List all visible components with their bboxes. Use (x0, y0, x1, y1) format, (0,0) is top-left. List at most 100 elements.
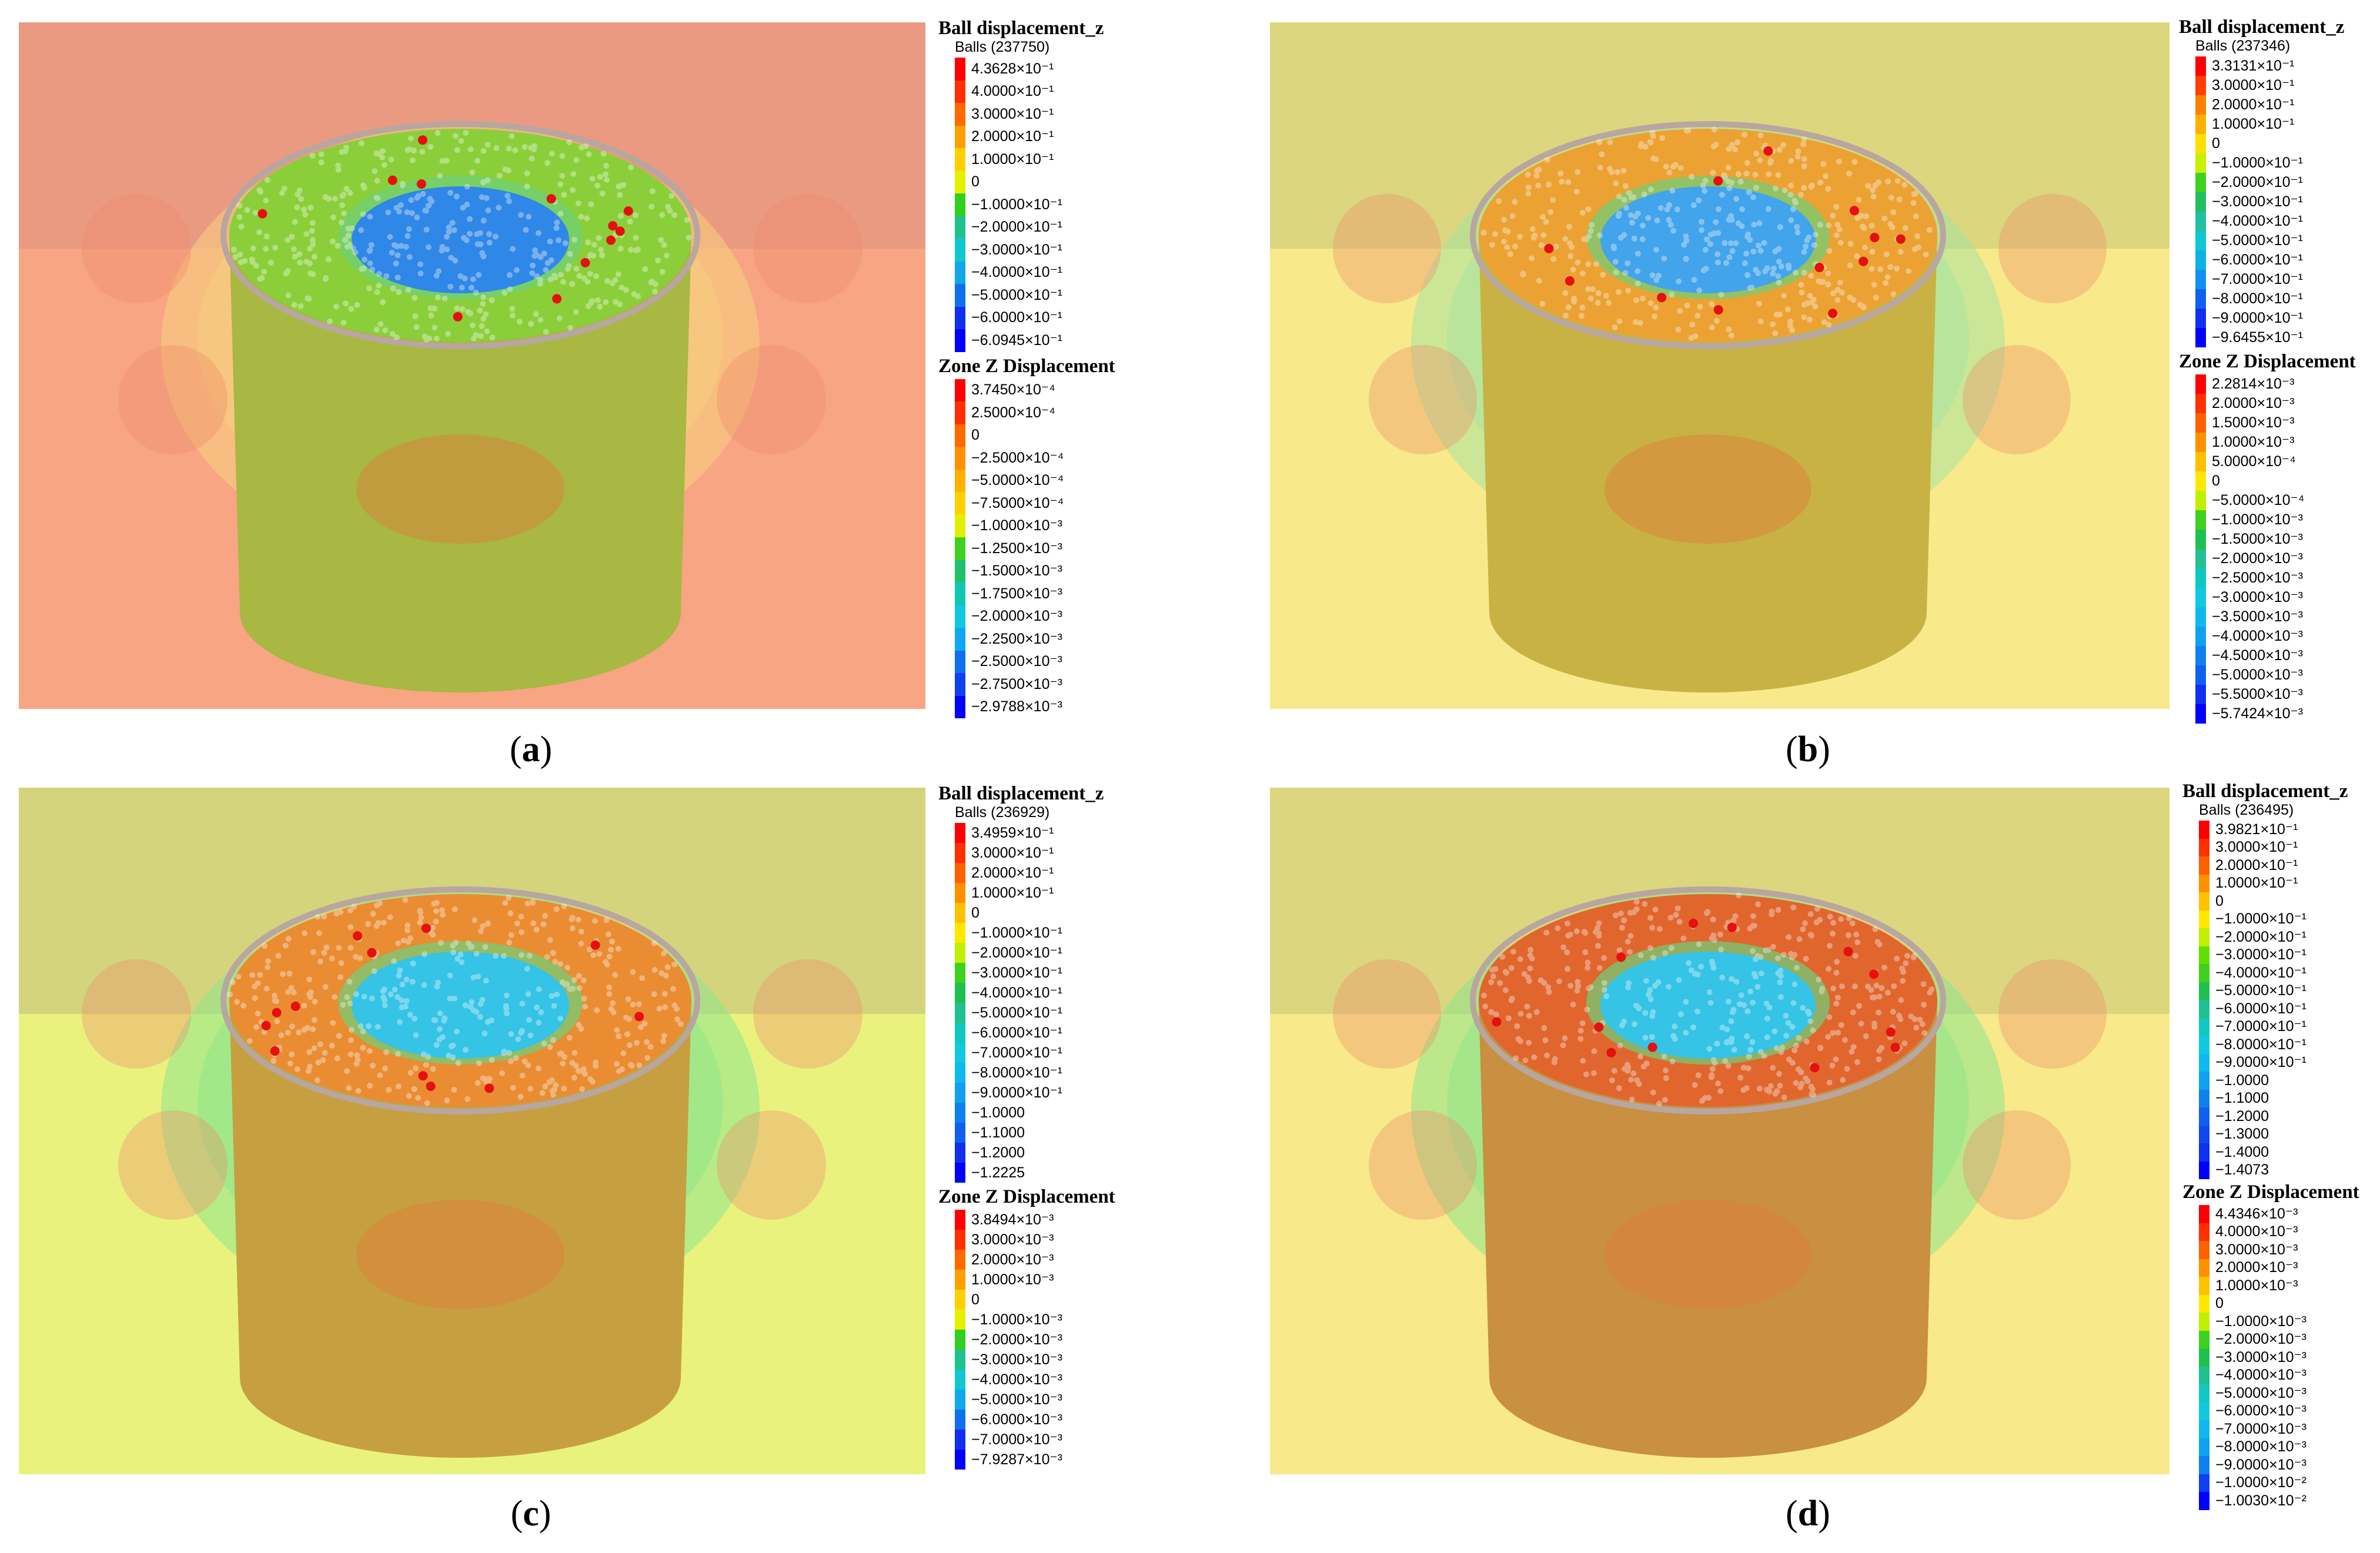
ball (406, 1093, 412, 1099)
ball (1729, 217, 1735, 223)
ball (1502, 987, 1509, 993)
scale-label: 3.9821×10⁻¹ (2215, 821, 2298, 838)
ball (1801, 163, 1807, 169)
scale-label: −1.0000×10⁻¹ (971, 924, 1062, 941)
ball (439, 244, 446, 250)
ball (1715, 1080, 1721, 1087)
ball (1528, 255, 1535, 262)
scale-entry: −1.3000 (2199, 1125, 2359, 1143)
scale-label: −6.0000×10⁻¹ (971, 1024, 1062, 1041)
ball (347, 242, 353, 248)
ball (492, 233, 499, 240)
ball (1621, 1018, 1627, 1025)
ball (1754, 953, 1761, 959)
ball (370, 1062, 376, 1069)
color-swatch (955, 1143, 965, 1163)
color-swatch (2199, 1384, 2209, 1403)
ball (1695, 1072, 1702, 1079)
ball (1508, 997, 1515, 1003)
ball (1757, 318, 1764, 324)
ball (530, 899, 536, 906)
scale-label: 4.0000×10⁻³ (2215, 1223, 2298, 1240)
ball (1871, 1023, 1878, 1030)
ball (663, 972, 669, 979)
ball (279, 190, 285, 196)
ball (405, 147, 411, 153)
ball (417, 909, 424, 916)
scale-label: −5.0000×10⁻¹ (971, 1004, 1062, 1021)
ball (1512, 243, 1519, 250)
ball (1673, 912, 1679, 918)
ball (452, 133, 459, 139)
ball (1634, 268, 1641, 275)
ball (503, 1003, 509, 1009)
ball (558, 272, 564, 278)
ball (587, 252, 594, 258)
scale-label: −4.0000×10⁻¹ (971, 984, 1062, 1001)
scale-label: −1.4073 (2215, 1162, 2269, 1179)
ball (1607, 166, 1613, 172)
ball (1776, 279, 1782, 286)
ball (677, 1021, 684, 1027)
ball (448, 255, 454, 261)
ball (1777, 994, 1784, 1000)
scale-entry: −1.0000×10⁻³ (955, 514, 1115, 537)
color-swatch (2199, 910, 2209, 928)
ball (1834, 287, 1841, 293)
ball (1492, 966, 1499, 972)
ball (259, 275, 265, 281)
high-displacement-ball (1810, 1063, 1820, 1073)
ball (457, 951, 464, 958)
color-swatch (955, 843, 965, 863)
scale-label: −4.0000×10⁻³ (2215, 1367, 2307, 1384)
ball (347, 907, 353, 913)
ball (1657, 205, 1664, 211)
ball (503, 1005, 510, 1012)
ball (644, 1055, 651, 1061)
ball (470, 336, 477, 342)
scale-entry: 0 (2199, 892, 2359, 911)
color-swatch (2195, 588, 2206, 607)
ball (373, 923, 380, 929)
ball (1690, 202, 1697, 208)
ball (1706, 989, 1713, 995)
ball (1788, 217, 1794, 223)
ball (482, 944, 489, 950)
ball (479, 194, 485, 200)
ball (255, 1010, 261, 1017)
ball (373, 327, 380, 333)
ball (546, 1079, 553, 1085)
zone-color-scale: 2.2814×10⁻³ 2.0000×10⁻³ 1.5000×10⁻³ 1.0000×… (2195, 374, 2356, 724)
ball (1728, 1039, 1734, 1045)
ball (1729, 179, 1735, 186)
ball (467, 310, 473, 317)
ball (600, 150, 607, 157)
ball (1505, 228, 1511, 235)
color-swatch (2195, 153, 2206, 173)
ball-legend-count: Balls (237346) (2195, 38, 2291, 54)
ball (1580, 1057, 1586, 1064)
ball (594, 182, 601, 189)
ball (413, 1032, 419, 1039)
ball (1926, 227, 1933, 233)
ball (397, 202, 404, 208)
ball (396, 208, 402, 215)
ball-texture (1481, 892, 1935, 1107)
ball (506, 939, 513, 946)
ball (1920, 1021, 1926, 1027)
ball (617, 183, 623, 189)
ball (287, 1060, 293, 1067)
ball (1517, 956, 1523, 962)
scale-label: −9.0000×10⁻¹ (2215, 1054, 2307, 1071)
ball (1579, 209, 1586, 216)
color-swatch (955, 628, 965, 651)
ball (1583, 236, 1590, 243)
legend-b: Ball displacement_z Balls (237346) 3.313… (2179, 16, 2356, 724)
ball (1582, 930, 1589, 936)
ball (1863, 1033, 1869, 1039)
color-swatch (2199, 1072, 2209, 1090)
scale-entry: −8.0000×10⁻¹ (2199, 1036, 2359, 1054)
scale-label: −9.0000×10⁻¹ (2212, 310, 2303, 326)
scale-entry: 3.7450×10⁻⁴ (955, 379, 1115, 401)
ball (522, 1058, 528, 1065)
